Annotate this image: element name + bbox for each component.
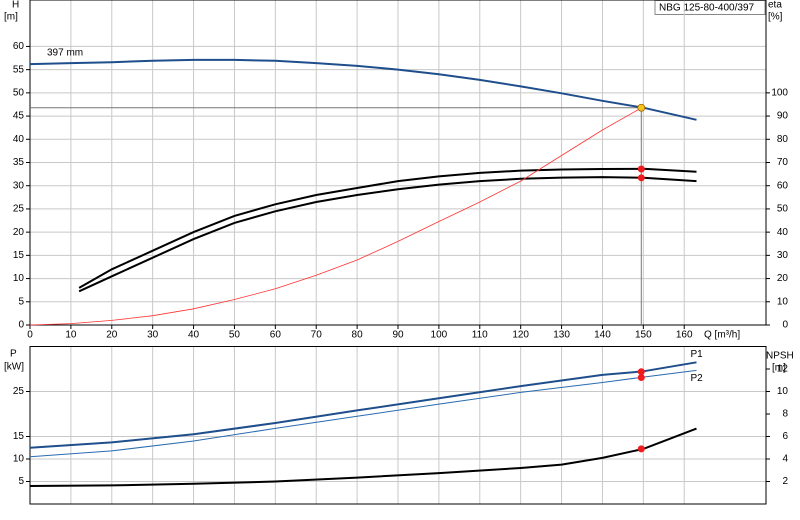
x-axis-label: Q [m³/h]: [704, 330, 740, 341]
y2-tick-label: 2: [782, 476, 788, 487]
series-line: [29, 58, 697, 121]
operating-point: [637, 374, 645, 382]
y-tick-label: 0: [18, 320, 24, 331]
series-line: [29, 361, 697, 449]
y-axis-label: P: [10, 349, 17, 360]
x-tick-label: 120: [512, 330, 529, 341]
x-tick-label: 90: [392, 330, 404, 341]
y-axis-unit: [kW]: [4, 362, 24, 373]
y-tick-label: 5: [18, 476, 24, 487]
series-label: 397 mm: [47, 48, 83, 59]
x-tick-label: 0: [27, 330, 33, 341]
y2-tick-label: 10: [777, 296, 789, 307]
x-tick-label: 70: [311, 330, 323, 341]
y-axis-unit: [m]: [4, 12, 18, 23]
y2-tick-label: 4: [782, 454, 788, 465]
series-line: [29, 106, 644, 326]
plot-frame: [29, 346, 767, 505]
y-axis-label: H: [12, 0, 19, 11]
y2-tick-label: 30: [777, 250, 789, 261]
x-tick-label: 100: [431, 330, 448, 341]
x-tick-label: 80: [352, 330, 364, 341]
series-line: [29, 369, 697, 458]
series-label: P1: [690, 349, 703, 360]
operating-point: [637, 445, 645, 453]
operating-point: [637, 174, 645, 182]
x-tick-label: 160: [676, 330, 693, 341]
y2-tick-label: 80: [777, 134, 789, 145]
y2-tick-label: 40: [777, 227, 789, 238]
y-tick-label: 35: [13, 157, 25, 168]
x-tick-label: 140: [594, 330, 611, 341]
y-tick-label: 25: [13, 386, 25, 397]
y-tick-label: 55: [13, 64, 25, 75]
x-tick-label: 50: [229, 330, 241, 341]
series-line: [78, 176, 697, 293]
y2-tick-label: 10: [777, 386, 789, 397]
y2-tick-label: 0: [782, 320, 788, 331]
y-tick-label: 25: [13, 204, 25, 215]
x-tick-label: 110: [472, 330, 488, 341]
series-label: P2: [690, 373, 703, 384]
y2-tick-label: 100: [771, 87, 788, 98]
x-tick-label: 130: [553, 330, 570, 341]
series-line: [78, 167, 697, 289]
y2-tick-label: 60: [777, 180, 789, 191]
chart-title: NBG 125-80-400/397: [659, 3, 755, 14]
y-tick-label: 30: [13, 180, 25, 191]
y2-axis-unit: [m]: [772, 363, 786, 374]
x-tick-label: 10: [65, 330, 77, 341]
x-tick-label: 40: [188, 330, 200, 341]
y2-axis-label: NPSH: [766, 351, 794, 362]
y-tick-label: 10: [13, 273, 25, 284]
y-tick-label: 15: [13, 250, 25, 261]
y2-tick-label: 90: [777, 111, 789, 122]
x-tick-label: 150: [635, 330, 652, 341]
operating-point: [637, 368, 645, 376]
y-tick-label: 45: [13, 111, 25, 122]
y2-axis-unit: [%]: [768, 12, 783, 23]
series-line: [29, 427, 697, 487]
y2-tick-label: 70: [777, 157, 789, 168]
x-tick-label: 60: [270, 330, 282, 341]
operating-point: [637, 165, 645, 173]
y-tick-label: 20: [13, 227, 25, 238]
y2-tick-label: 8: [782, 409, 788, 420]
y-tick-label: 40: [13, 134, 25, 145]
y-tick-label: 60: [13, 41, 25, 52]
y-tick-label: 10: [13, 454, 25, 465]
y-tick-label: 15: [13, 431, 25, 442]
y-tick-label: 5: [18, 296, 24, 307]
x-tick-label: 20: [106, 330, 118, 341]
x-tick-label: 30: [147, 330, 159, 341]
y2-axis-label: eta: [768, 0, 782, 11]
y2-tick-label: 12: [777, 364, 789, 375]
y2-tick-label: 20: [777, 273, 789, 284]
plot-frame: [29, 0, 767, 326]
operating-point: [637, 103, 646, 112]
y-tick-label: 50: [13, 87, 25, 98]
y2-tick-label: 50: [777, 204, 789, 215]
y2-tick-label: 6: [782, 431, 788, 442]
